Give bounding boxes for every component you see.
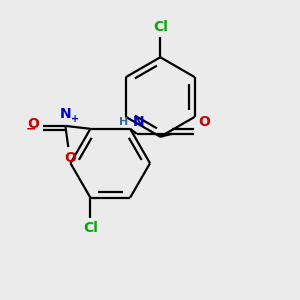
- Text: N: N: [132, 115, 144, 128]
- Text: −: −: [26, 123, 36, 136]
- Text: O: O: [199, 115, 211, 128]
- Text: O: O: [27, 117, 39, 131]
- Text: N: N: [60, 106, 72, 121]
- Text: H: H: [119, 117, 128, 127]
- Text: Cl: Cl: [83, 221, 98, 235]
- Text: Cl: Cl: [153, 20, 168, 34]
- Text: O: O: [64, 151, 76, 165]
- Text: +: +: [70, 113, 79, 124]
